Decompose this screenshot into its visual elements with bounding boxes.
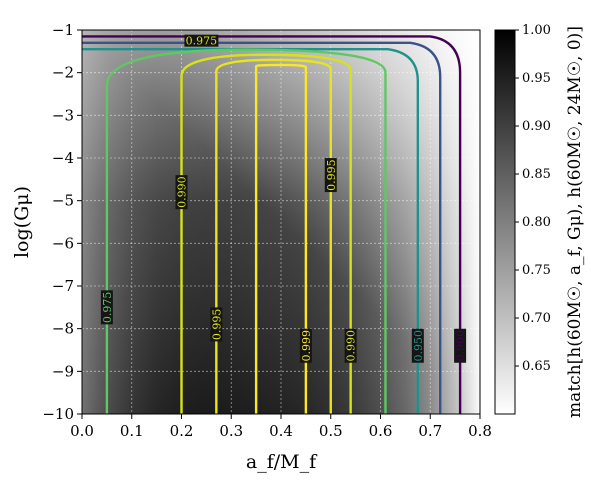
contour-label: 0.990	[345, 330, 358, 362]
contour-label-mask	[324, 158, 337, 193]
x-tick-label: 0.0	[70, 422, 94, 440]
x-tick-label: 0.1	[120, 422, 144, 440]
contour-label-group: 0.900	[454, 328, 467, 363]
contour-label-mask	[184, 34, 219, 47]
colorbar-tick-label: 0.95	[522, 71, 551, 86]
x-tick-label: 0.4	[269, 422, 293, 440]
contour-label-group: 0.995	[210, 307, 223, 342]
contour-label: 0.900	[454, 330, 467, 362]
y-tick-label: −10	[42, 405, 74, 423]
contour-label-mask	[175, 175, 188, 210]
contour-line	[180, 53, 352, 414]
contour-lines	[82, 35, 462, 414]
colorbar-title: match[h(60M☉, a_f, Gμ), h(60M☉, 24M☉, 0)…	[565, 26, 585, 418]
y-tick-label: −6	[52, 234, 74, 252]
contour-label-mask	[210, 307, 223, 342]
contour-line	[82, 48, 420, 414]
colorbar-ticks: 0.65 0.70 0.75 0.80 0.85 0.90 0.95 1.00	[515, 23, 551, 374]
y-tick-label: −3	[52, 106, 74, 124]
y-tick-label: −7	[52, 277, 74, 295]
contour-label-group: 0.995	[324, 158, 338, 193]
contour-line	[82, 35, 462, 414]
x-tick-label: 0.2	[170, 422, 194, 440]
x-axis-ticks: 0.0 0.1 0.2 0.3 0.4 0.5 0.6 0.7 0.8	[70, 414, 492, 440]
contour-line	[215, 58, 332, 414]
colorbar-tick-label: 1.00	[522, 23, 551, 38]
y-tick-label: −2	[52, 64, 74, 82]
plot-area: 0.975 0.990 0.995 0.999 0.995 0.990 0.950 0.900…	[82, 30, 480, 414]
x-tick-label: 0.8	[468, 422, 492, 440]
x-tick-label: 0.6	[369, 422, 393, 440]
contour-label-group: 0.990	[175, 175, 189, 210]
contour-label-group: 0.975	[100, 290, 114, 325]
colorbar-tick-label: 0.80	[522, 215, 551, 230]
y-axis-title: log(Gμ)	[11, 186, 33, 258]
contour-label-mask	[344, 328, 357, 363]
y-axis-ticks: −10 −9 −8 −7 −6 −5 −4 −3 −2 −1	[42, 21, 82, 423]
contour-label-mask	[299, 328, 312, 363]
contour-line	[254, 63, 308, 414]
colorbar-gradient-bar	[494, 29, 516, 415]
colorbar-tick-label: 0.70	[522, 311, 551, 326]
y-tick-label: −5	[52, 192, 74, 210]
colorbar-tick-label: 0.75	[522, 263, 551, 278]
colorbar-tick-label: 0.90	[522, 119, 551, 134]
contour-label-mask	[454, 328, 467, 363]
contour-label: 0.995	[325, 159, 338, 191]
contour-line	[105, 48, 387, 414]
y-tick-label: −9	[52, 362, 74, 380]
contour-label-group: 0.975	[184, 34, 219, 48]
x-tick-label: 0.3	[219, 422, 243, 440]
contour-label-group: 0.950	[411, 328, 425, 363]
colorbar-tick-label: 0.85	[522, 167, 551, 182]
contour-label: 0.990	[176, 176, 189, 208]
contour-label-group: 0.990	[344, 328, 358, 363]
contour-label-mask	[411, 328, 424, 363]
colorbar-tick-label: 0.65	[522, 359, 551, 374]
contour-label: 0.975	[186, 35, 218, 48]
contour-label: 0.950	[412, 330, 425, 362]
x-axis-title: a_f/M_f	[246, 451, 318, 473]
y-tick-label: −8	[52, 320, 74, 338]
y-tick-label: −4	[52, 149, 74, 167]
x-tick-label: 0.7	[418, 422, 442, 440]
contour-labels: 0.975 0.990 0.995 0.999 0.995 0.990 0.950 0.900…	[100, 34, 467, 363]
colorbar: 0.65 0.70 0.75 0.80 0.85 0.90 0.95 1.00 match[h…	[494, 23, 585, 418]
x-tick-label: 0.5	[319, 422, 343, 440]
contour-label-mask	[100, 290, 113, 325]
contour-label: 0.975	[101, 292, 114, 324]
contour-label-group: 0.999	[299, 328, 313, 363]
contour-label: 0.999	[300, 330, 313, 362]
contour-label: 0.995	[210, 309, 223, 341]
y-tick-label: −1	[52, 21, 74, 39]
contour-line	[82, 41, 442, 414]
